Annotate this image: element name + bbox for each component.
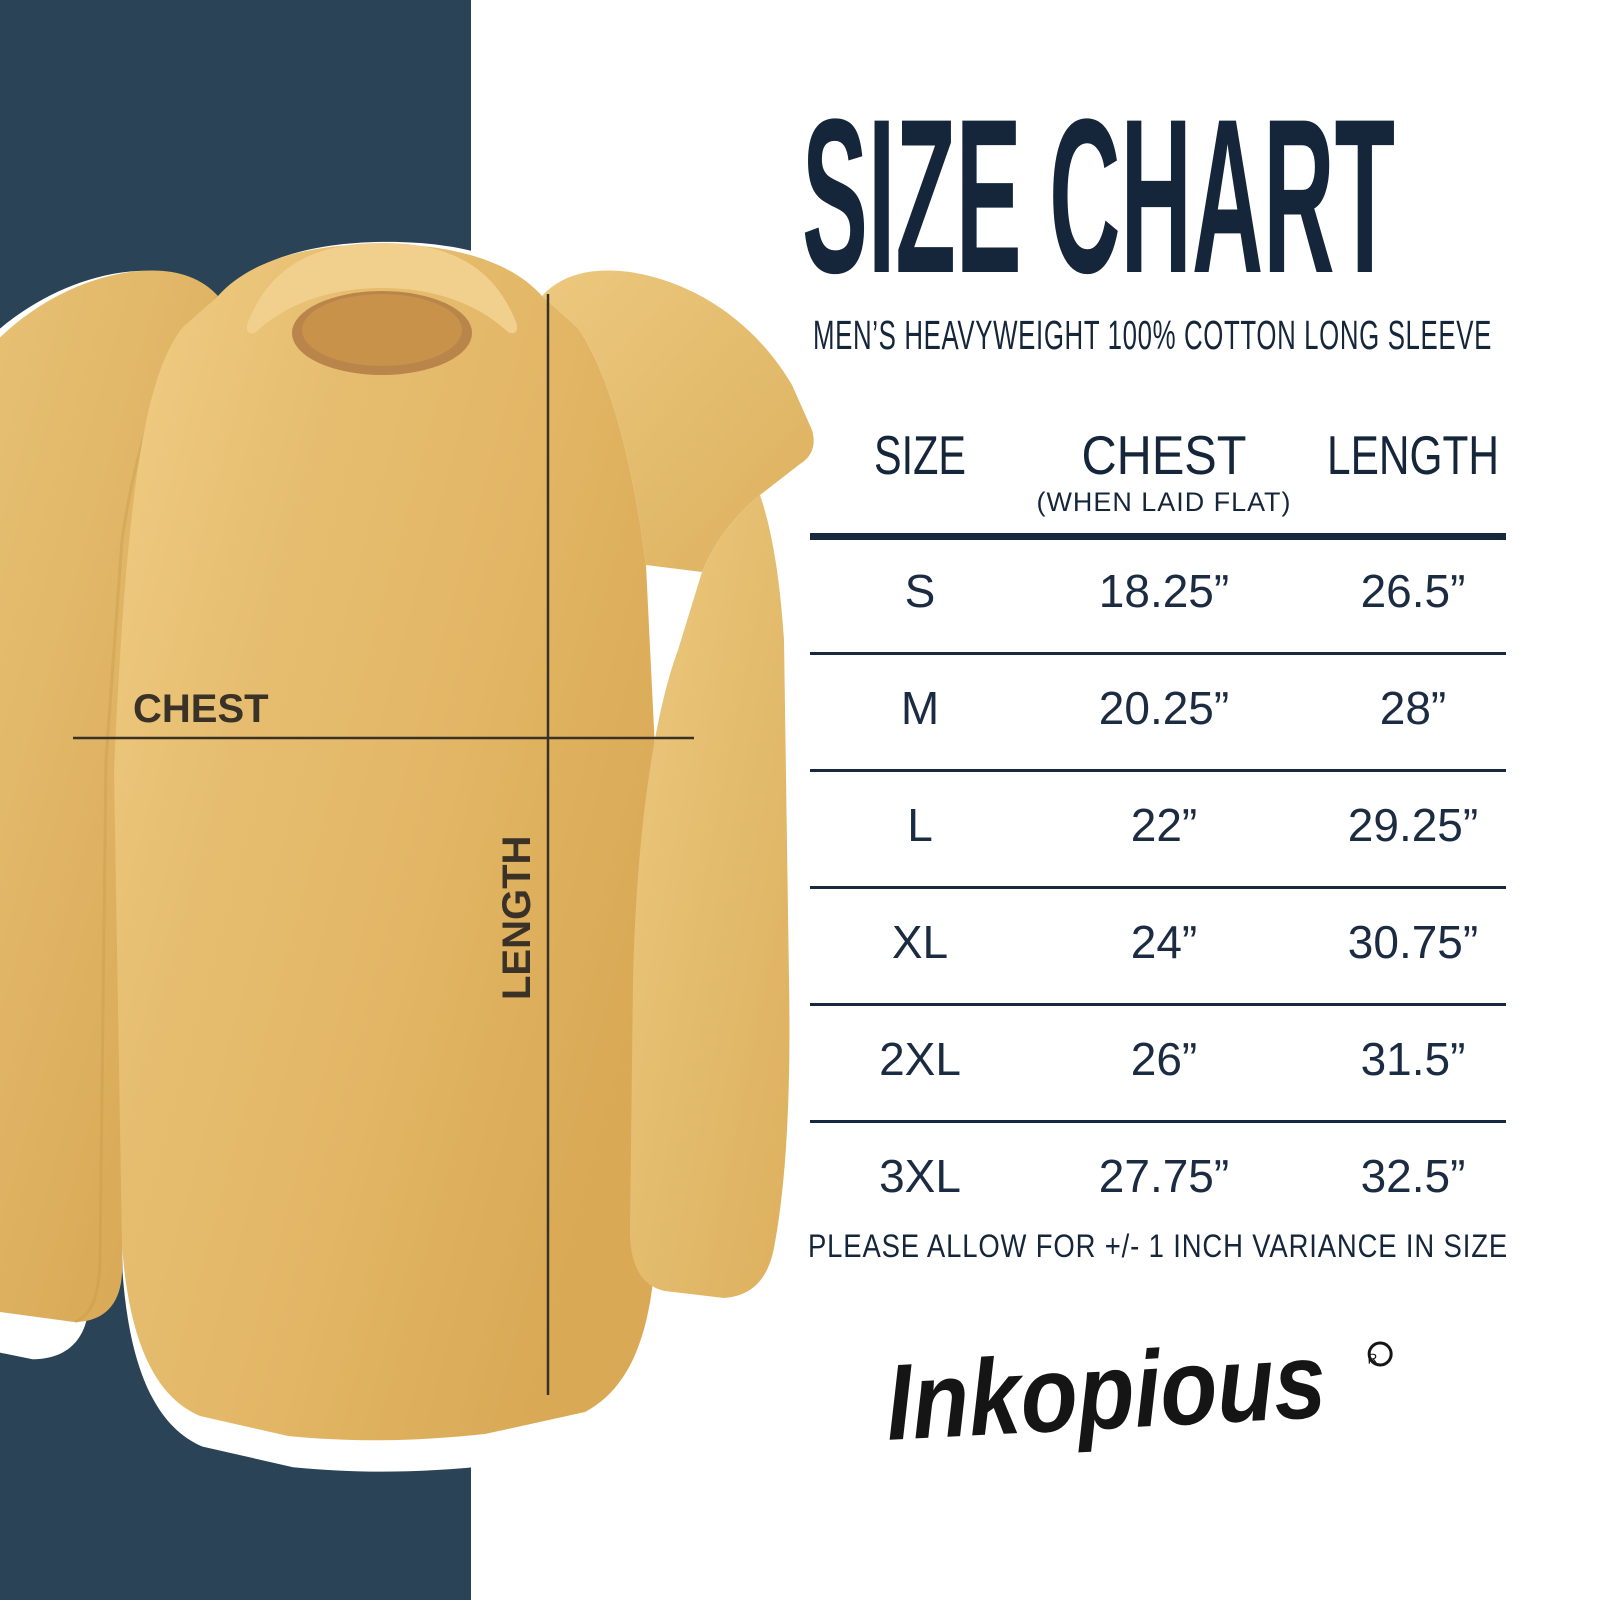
svg-text:SIZE CHART: SIZE CHART [802, 73, 1395, 319]
svg-text:XL: XL [892, 916, 948, 968]
svg-text:2XL: 2XL [879, 1033, 961, 1085]
svg-text:SIZE: SIZE [874, 425, 966, 487]
svg-text:LENGTH: LENGTH [1327, 425, 1499, 487]
svg-text:S: S [905, 565, 936, 617]
svg-text:CHEST: CHEST [1082, 425, 1247, 487]
svg-text:18.25”: 18.25” [1099, 565, 1229, 617]
svg-text:31.5”: 31.5” [1361, 1033, 1466, 1085]
svg-text:(WHEN LAID FLAT): (WHEN LAID FLAT) [1037, 487, 1292, 517]
svg-text:MEN’S HEAVYWEIGHT 100% COTTON: MEN’S HEAVYWEIGHT 100% COTTON LONG SLEEV… [813, 312, 1492, 358]
svg-text:3XL: 3XL [879, 1150, 961, 1202]
svg-text:Inkopious: Inkopious [883, 1319, 1329, 1463]
svg-text:M: M [901, 682, 939, 734]
svg-text:24”: 24” [1131, 916, 1197, 968]
svg-text:26.5”: 26.5” [1361, 565, 1466, 617]
svg-text:27.75”: 27.75” [1099, 1150, 1229, 1202]
svg-text:22”: 22” [1131, 799, 1197, 851]
svg-text:PLEASE ALLOW FOR +/- 1 INCH VA: PLEASE ALLOW FOR +/- 1 INCH VARIANCE IN … [808, 1228, 1508, 1264]
svg-text:30.75”: 30.75” [1348, 916, 1478, 968]
svg-text:L: L [907, 799, 933, 851]
svg-text:20.25”: 20.25” [1099, 682, 1229, 734]
svg-text:R: R [1367, 1350, 1378, 1367]
svg-text:28”: 28” [1380, 682, 1446, 734]
svg-text:32.5”: 32.5” [1361, 1150, 1466, 1202]
svg-text:29.25”: 29.25” [1348, 799, 1478, 851]
svg-text:26”: 26” [1131, 1033, 1197, 1085]
